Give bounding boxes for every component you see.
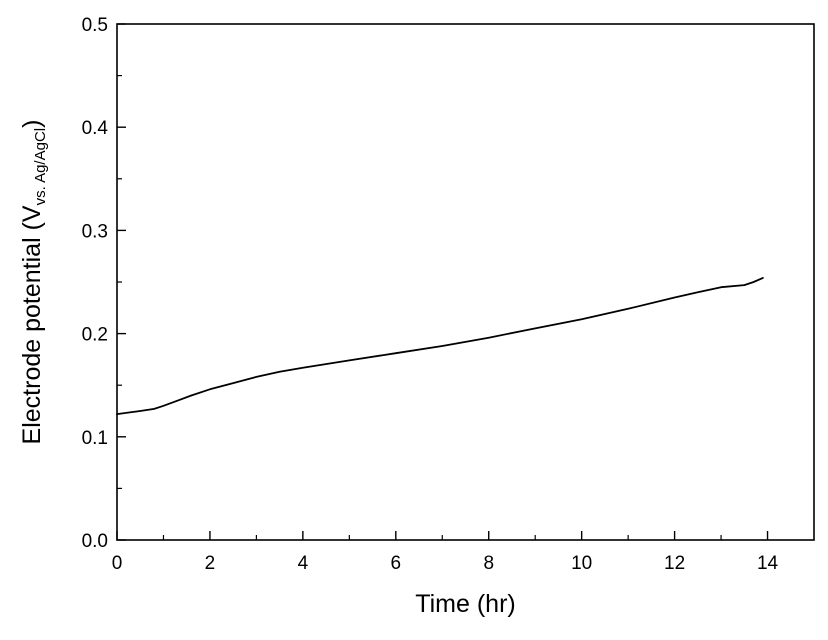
y-tick-label: 0.3 (82, 221, 108, 242)
y-axis-title: Electrode potential (Vvs. Ag/AgCl) (18, 120, 49, 445)
y-axis-title-close: ) (18, 120, 46, 128)
x-axis-title: Time (hr) (415, 590, 515, 618)
y-tick-label: 0.2 (82, 325, 108, 346)
y-tick-label: 0.1 (82, 428, 108, 449)
series-line (116, 276, 764, 416)
y-axis-title-subscript: vs. Ag/AgCl (32, 128, 49, 206)
y-axis-ticks: 0.0 0.1 0.2 0.3 0.4 0.5 (82, 15, 126, 552)
plot-area-frame (116, 23, 815, 541)
y-tick-label: 0.4 (82, 118, 109, 139)
x-tick-label: 14 (757, 553, 779, 574)
x-tick-label: 0 (112, 553, 123, 574)
x-tick-label: 12 (664, 553, 685, 574)
x-tick-label: 4 (298, 553, 309, 574)
plot-marks (116, 276, 764, 416)
x-tick-label: 10 (571, 553, 592, 574)
y-tick-label: 0.0 (82, 531, 108, 552)
x-axis-ticks: 0 2 4 6 8 10 12 14 (112, 531, 779, 574)
x-tick-label: 6 (391, 553, 402, 574)
y-axis-title-main: Electrode potential (V (18, 205, 46, 444)
x-tick-label: 2 (205, 553, 216, 574)
y-tick-label: 0.5 (82, 15, 108, 36)
x-tick-label: 8 (483, 553, 494, 574)
